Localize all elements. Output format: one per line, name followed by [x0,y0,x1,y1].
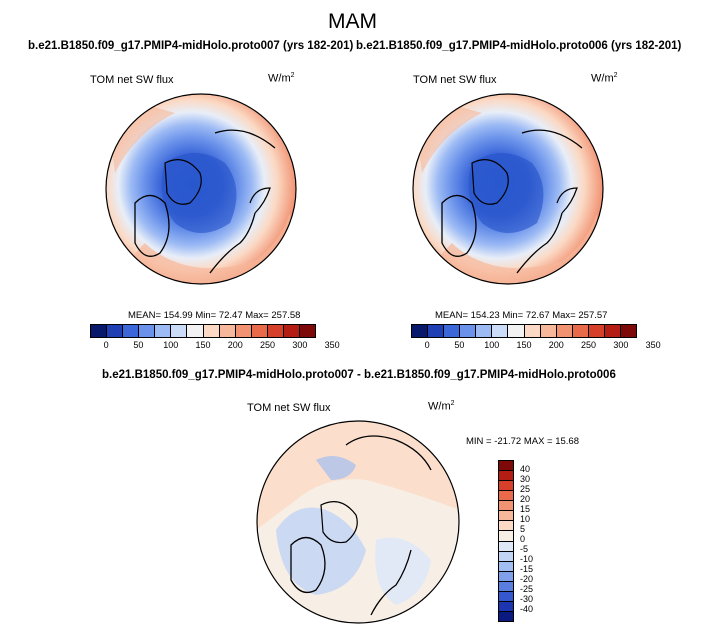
diff-variable-label: TOM net SW flux [247,402,331,414]
panel-1-colorbar-swatch [187,325,204,337]
panel-1-colorbar-swatch [267,325,284,337]
panel-1-colorbar-swatch [91,325,108,337]
panel-2-colorbar-tick-label: 300 [613,340,629,350]
diff-colorbar-tick-label: -15 [520,564,534,574]
panel-2-colorbar-swatch [444,325,461,337]
panel-1-colorbar-tick-label: 0 [103,340,109,350]
panel-1-colorbar-tick-label: 350 [324,340,340,350]
diff-colorbar-tick-label: 20 [520,494,531,504]
diff-colorbar-labels: 40 30 25 20 15 10 5 0 -5 -10 -15 -20 -25 -30 -40 [520,460,550,620]
diff-colorbar-tick-label: -20 [520,574,534,584]
diff-colorbar-swatch [499,501,513,512]
diff-units-label: W/m2 [428,400,455,413]
diff-colorbar-swatch [499,601,513,612]
panel-2-colorbar-swatch [604,325,622,337]
panel-1-colorbar-swatch [300,325,316,337]
panel-1-variable-label: TOM net SW flux [90,74,174,86]
panel-2-colorbar-swatch [524,325,541,337]
panel-2-colorbar-tick-label: 350 [645,340,661,350]
diff-colorbar-swatch [499,481,513,492]
panel-2-colorbar: 0 50 100 150 200 250 300 350 [411,324,661,352]
diff-colorbar-swatch [499,541,513,552]
diff-colorbar-tick-label: 15 [520,504,531,514]
panel-2-colorbar-tick-label: 150 [516,340,532,350]
panel-1-colorbar-tick-label: 50 [133,340,144,350]
diff-colorbar-tick-label: 30 [520,474,531,484]
diff-colorbar-swatch [499,591,513,602]
diff-stats: MIN = -21.72 MAX = 15.68 [466,436,580,447]
panel-2-title: b.e21.B1850.f09_g17.PMIP4-midHolo.proto0… [356,40,682,52]
panel-2-colorbar-swatch [492,325,509,337]
diff-colorbar-swatch [499,581,513,592]
diff-colorbar-swatch [499,471,513,482]
panel-1-colorbar-swatch [251,325,268,337]
page-title: MAM [328,10,377,33]
diff-colorbar-tick-label: 5 [520,524,526,534]
diff-colorbar-tick-label: -5 [520,544,529,554]
diff-colorbar-tick-label: 40 [520,464,531,474]
diff-map [256,420,460,624]
panel-2-colorbar-swatch [556,325,573,337]
panel-1-colorbar-tick-label: 150 [195,340,211,350]
panel-1-colorbar-tick-label: 250 [260,340,276,350]
diff-colorbar-swatch [499,561,513,572]
panel-2-colorbar-tick-label: 200 [548,340,564,350]
diff-colorbar [498,460,514,622]
panel-1-colorbar-tick-label: 100 [163,340,179,350]
panel-2-colorbar-swatch [476,325,493,337]
panel-1-colorbar-swatch [155,325,172,337]
panel-1-colorbar-swatch [123,325,140,337]
panel-1-colorbar-swatch [219,325,236,337]
panel-2-colorbar-tick-label: 0 [424,340,430,350]
diff-colorbar-tick-label: 0 [520,534,526,544]
panel-2-variable-label: TOM net SW flux [413,74,497,86]
panel-1-stats: MEAN= 154.99 Min= 72.47 Max= 257.58 [128,310,301,321]
panel-2-colorbar-swatch [572,325,589,337]
panel-2-colorbar-swatch [412,325,429,337]
panel-1-colorbar-swatch [283,325,301,337]
diff-colorbar-swatch [499,611,513,621]
panel-2-colorbar-swatch [428,325,445,337]
panel-2-colorbar-swatch [460,325,477,337]
diff-colorbar-swatch [499,511,513,522]
panel-2-colorbar-tick-label: 250 [581,340,597,350]
panel-2-colorbar-tick-label: 100 [484,340,500,350]
diff-colorbar-tick-label: -10 [520,554,534,564]
panel-1-colorbar: 0 50 100 150 200 250 300 350 [90,324,340,352]
panel-1-units-label: W/m2 [268,72,295,85]
diff-colorbar-tick-label: 25 [520,484,531,494]
diff-colorbar-tick-label: 10 [520,514,531,524]
diff-colorbar-tick-label: -30 [520,594,534,604]
panel-2-colorbar-swatch [621,325,637,337]
diff-colorbar-swatch [499,521,513,532]
diff-title: b.e21.B1850.f09_g17.PMIP4-midHolo.proto0… [102,369,616,381]
panel-1-colorbar-swatch [171,325,188,337]
panel-2-stats: MEAN= 154.23 Min= 72.67 Max= 257.57 [435,310,608,321]
panel-2-colorbar-swatch [588,325,605,337]
panel-1-colorbar-tick-label: 200 [227,340,243,350]
panel-2-colorbar-tick-label: 50 [454,340,465,350]
panel-2-colorbar-swatch [508,325,525,337]
diff-colorbar-tick-label: -25 [520,584,534,594]
diff-colorbar-tick-label: -40 [520,604,534,614]
diff-colorbar-swatch [499,491,513,502]
panel-1-title: b.e21.B1850.f09_g17.PMIP4-midHolo.proto0… [28,40,354,52]
panel-2-map [412,93,604,285]
diff-colorbar-swatch [499,461,513,472]
panel-2-colorbar-swatch [540,325,557,337]
diff-colorbar-swatch [499,531,513,542]
diff-colorbar-swatch [499,571,513,582]
diff-colorbar-swatch [499,551,513,562]
panel-1-colorbar-swatch [107,325,124,337]
panel-1-map [105,93,297,285]
panel-1-colorbar-tick-label: 300 [292,340,308,350]
panel-1-colorbar-swatch [235,325,252,337]
panel-1-colorbar-swatch [203,325,220,337]
panel-2-units-label: W/m2 [591,72,618,85]
panel-1-colorbar-swatch [139,325,156,337]
